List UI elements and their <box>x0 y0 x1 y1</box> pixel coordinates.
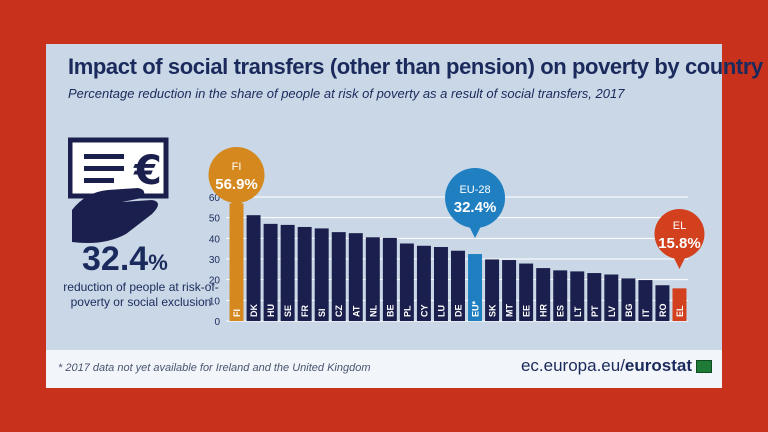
hand-icon <box>72 188 158 243</box>
x-tick-label: SI <box>317 308 327 317</box>
highlight-unit: % <box>148 250 168 275</box>
bar-PL <box>399 243 414 321</box>
highlight-description: reduction of people at risk-of-poverty o… <box>63 280 219 309</box>
callout-label: FI <box>232 161 242 173</box>
bar-SI <box>314 228 329 321</box>
x-tick-label: SE <box>283 305 293 317</box>
x-tick-label: HR <box>539 304 549 317</box>
source-link[interactable]: ec.europa.eu/eurostat <box>521 356 692 376</box>
x-tick-label: BE <box>385 304 395 317</box>
callout-bubble-EU <box>445 168 506 228</box>
y-tick-label: 60 <box>209 193 221 204</box>
x-tick-label: PL <box>402 305 412 317</box>
y-tick-label: 0 <box>214 317 220 328</box>
infographic-card: Impact of social transfers (other than p… <box>46 44 763 388</box>
y-tick-label: 20 <box>209 276 221 287</box>
y-tick-label: 50 <box>209 214 221 225</box>
highlight-value: 32.4 <box>82 240 149 278</box>
source-prefix: ec.europa.eu/ <box>520 356 625 375</box>
x-tick-label: SK <box>488 304 498 317</box>
y-tick-label: 40 <box>209 234 221 245</box>
x-tick-label: EU* <box>471 300 481 317</box>
x-tick-label: EE <box>522 305 532 317</box>
x-tick-label: IT <box>641 308 651 317</box>
x-tick-label: FR <box>300 305 310 317</box>
bar-BG <box>621 278 636 321</box>
svg-text:€: € <box>133 148 162 194</box>
x-tick-label: DE <box>454 304 464 317</box>
bar-DK <box>246 215 261 321</box>
bar-MT <box>502 260 517 321</box>
x-tick-label: CZ <box>334 305 344 317</box>
bar-CY <box>416 245 431 321</box>
y-tick-label: 10 <box>209 296 221 307</box>
x-tick-label: LV <box>607 306 617 317</box>
euro-cheque-icon: € <box>68 137 169 243</box>
x-tick-label: EL <box>675 305 685 317</box>
bar-EU <box>468 254 483 321</box>
bar-LV <box>604 274 619 321</box>
footnote: * 2017 data not yet available for Irelan… <box>58 362 371 374</box>
callout-label: EL <box>673 220 686 232</box>
source-brand: eurostat <box>624 356 692 375</box>
bar-FI <box>229 203 244 321</box>
callout-value: 15.8% <box>658 235 701 252</box>
x-tick-label: FI <box>232 309 242 317</box>
bar-EE <box>519 263 534 321</box>
bar-HU <box>263 223 278 321</box>
eu-flag-icon <box>696 360 712 373</box>
x-tick-label: AT <box>351 305 361 317</box>
y-tick-label: 30 <box>209 255 221 266</box>
x-tick-label: LU <box>436 305 446 317</box>
bar-LT <box>570 271 585 321</box>
x-tick-label: BG <box>624 304 634 318</box>
x-tick-label: MT <box>505 304 515 317</box>
bar-IT <box>638 280 653 321</box>
x-tick-label: NL <box>368 305 378 317</box>
bar-SE <box>280 224 295 321</box>
bar-EL <box>672 288 687 321</box>
x-tick-label: DK <box>249 304 259 317</box>
callout-value: 32.4% <box>454 199 497 216</box>
footer-band <box>46 350 722 388</box>
bar-chart: 0 10 20 30 40 50 60 FI DK HU SE FR SI CZ AT NL BE PL CY LU D… <box>208 147 705 328</box>
bar-AT <box>348 233 363 321</box>
x-tick-label: CY <box>419 304 429 317</box>
x-tick-label: RO <box>658 304 668 318</box>
callout-bubble-EL <box>654 209 705 259</box>
callout-bubble-FI <box>208 147 265 203</box>
callout-value: 56.9% <box>215 176 258 193</box>
bar-DE <box>451 250 465 321</box>
chart-title: Impact of social transfers (other than p… <box>68 54 763 79</box>
bar-ES <box>553 270 568 321</box>
bar-NL <box>365 237 380 321</box>
x-tick-label: LT <box>573 306 583 317</box>
x-tick-label: HU <box>266 304 276 317</box>
bar-SK <box>485 259 500 321</box>
chart-subtitle: Percentage reduction in the share of peo… <box>68 86 625 101</box>
bar-CZ <box>331 232 346 321</box>
bar-BE <box>382 237 397 321</box>
bar-RO <box>655 285 670 321</box>
bar-FR <box>297 226 312 321</box>
bar-HR <box>536 268 551 321</box>
highlight-figure: 32.4% <box>82 240 168 279</box>
bar-PT <box>587 273 602 321</box>
x-tick-label: PT <box>590 305 600 317</box>
bar-LU <box>433 247 448 321</box>
x-tick-label: ES <box>556 305 566 317</box>
callout-label: EU-28 <box>459 184 490 196</box>
